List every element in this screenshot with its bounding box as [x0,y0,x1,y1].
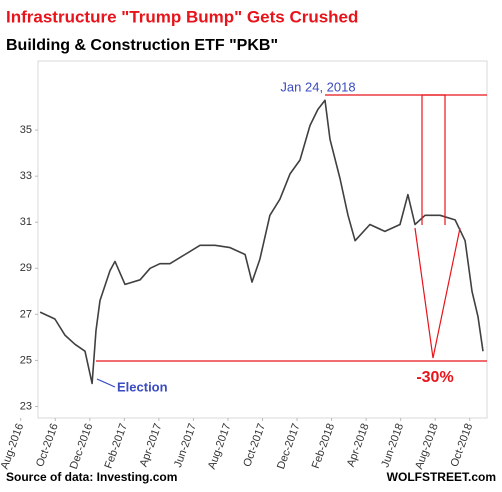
x-tick-label: Oct-2018 [449,422,476,469]
annotation-line [421,94,446,225]
plot-area [37,60,488,419]
annotation-line [414,227,461,359]
annotation-pointer [96,378,116,388]
price-line [39,99,484,385]
annotation-text: -30% [416,369,453,386]
chart-title: Infrastructure "Trump Bump" Gets Crushed [6,7,358,26]
source-note: Source of data: Investing.com [6,470,177,484]
x-tick-label: Oct-2016 [34,422,61,469]
credit: WOLFSTREET.com [387,470,496,484]
x-tick-label: Aug-2017 [206,422,234,471]
y-tick-label: 35 [20,124,32,136]
y-tick-label: 33 [20,170,32,182]
x-tick-label: Aug-2018 [413,422,441,471]
y-tick-label: 25 [20,354,32,366]
x-tick-label: Dec-2016 [68,422,96,471]
annotation-text: Election [117,379,168,394]
x-tick-label: Oct-2017 [241,422,268,469]
x-tick-label: Dec-2017 [275,422,303,471]
x-tick-label: Jun-2017 [172,422,199,469]
y-tick-label: 23 [20,400,32,412]
x-tick-label: Jun-2018 [379,422,406,469]
annotations [96,94,487,388]
y-tick-label: 27 [20,308,32,320]
x-tick-label: Apr-2018 [345,422,372,469]
x-tick-label: Feb-2017 [103,422,130,470]
annotation-text: Jan 24, 2018 [280,79,355,94]
x-tick-label: Apr-2017 [138,422,165,469]
chart-subtitle: Building & Construction ETF "PKB" [6,37,278,54]
plot-frame [37,60,488,419]
x-tick-label: Feb-2018 [310,422,337,470]
y-tick-label: 29 [20,262,32,274]
y-tick-label: 31 [20,216,32,228]
x-tick-label: Aug-2016 [0,422,26,471]
